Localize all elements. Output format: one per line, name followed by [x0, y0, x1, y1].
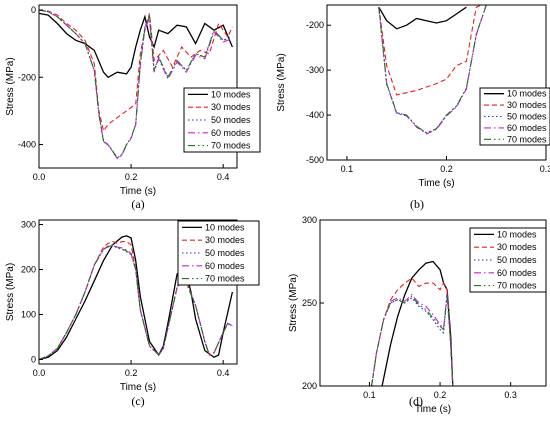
- series-lines: [371, 260, 454, 386]
- panel-caption: (b): [410, 197, 424, 211]
- legend-label: 50 modes: [507, 112, 547, 122]
- series-line-60-modes: [371, 292, 454, 386]
- x-tick-label: 0.0: [33, 172, 46, 182]
- legend-label: 50 modes: [497, 255, 537, 265]
- series-line-10-modes: [39, 12, 233, 79]
- legend-label: 30 modes: [205, 235, 245, 245]
- series-line-30-modes: [39, 9, 233, 133]
- legend-box: [479, 87, 550, 146]
- legend-label: 10 modes: [211, 89, 251, 99]
- legend: 10 modes 30 modes 50 modes 60 modes 70 modes: [469, 227, 547, 293]
- y-tick-label: -300: [306, 65, 324, 75]
- series-line-70-modes: [378, 5, 487, 134]
- series-line-70-modes: [39, 9, 233, 159]
- legend-label: 10 modes: [205, 222, 245, 232]
- y-tick-label: 200: [21, 265, 36, 275]
- x-tick-label: 0.2: [440, 164, 453, 174]
- x-tick-label: 0.4: [217, 172, 230, 182]
- series-line-50-modes: [371, 294, 454, 386]
- series-line-10-modes: [381, 260, 454, 386]
- series-lines: [39, 9, 233, 160]
- y-tick-label: 300: [21, 220, 36, 230]
- legend: 10 modes 30 modes 50 modes 60 modes 70 modes: [177, 220, 260, 286]
- y-axis-label: Stress (MPa): [5, 263, 16, 321]
- legend-label: 60 modes: [507, 123, 547, 133]
- y-tick-label: -400: [18, 139, 36, 149]
- panel-caption: (c): [131, 394, 144, 408]
- x-tick-label: 0.3: [540, 164, 550, 174]
- y-tick-label: -400: [306, 110, 324, 120]
- y-tick-label: 100: [21, 310, 36, 320]
- panel-d: 0.1 0.2 0.3 200 250 300 Time (s) Stress (MPa) 10…: [288, 215, 547, 415]
- panel-a: 0.0 0.2 0.4 0 -200 -400 Time (s) Stress (MPa) 10…: [5, 4, 261, 211]
- panel-b: 0.1 0.2 0.3 -200 -300 -400 -500 Time (s) Stress …: [276, 4, 550, 211]
- legend-label: 70 modes: [211, 141, 251, 151]
- y-tick-label: 300: [302, 215, 317, 225]
- series-line-10-modes: [378, 6, 467, 30]
- legend-label: 60 modes: [497, 268, 537, 278]
- legend-label: 50 modes: [205, 248, 245, 258]
- legend-label: 50 modes: [211, 115, 251, 125]
- series-line-60-modes: [378, 5, 487, 135]
- x-tick-label: 0.1: [341, 164, 354, 174]
- legend-label: 30 modes: [507, 100, 547, 110]
- x-tick-label: 0.4: [217, 368, 230, 378]
- series-line-30-modes: [371, 277, 454, 386]
- legend-label: 60 modes: [211, 128, 251, 138]
- y-tick-label: 200: [302, 381, 317, 391]
- x-tick-label: 0.1: [363, 390, 376, 400]
- axes-frame: [326, 4, 547, 161]
- panel-caption: (d): [409, 394, 423, 408]
- series-line-70-modes: [371, 294, 454, 386]
- legend-label: 70 modes: [507, 134, 547, 144]
- series-lines: [39, 235, 234, 361]
- legend-label: 60 modes: [205, 261, 245, 271]
- y-tick-label: -200: [306, 20, 324, 30]
- y-axis-label: Stress (MPa): [5, 57, 16, 115]
- axes-frame: [38, 4, 238, 169]
- y-tick-label: -200: [18, 72, 36, 82]
- panel-caption: (a): [131, 197, 144, 211]
- y-axis-label: Stress (MPa): [276, 53, 287, 111]
- series-line-10-modes: [39, 235, 234, 361]
- y-axis-label: Stress (MPa): [288, 274, 299, 332]
- panel-c: 0.0 0.2 0.4 0 100 200 300 Time (s) Stress (MPa) 1…: [5, 219, 260, 408]
- y-tick-label: -500: [306, 155, 324, 165]
- legend: 10 modes 30 modes 50 modes 60 modes 70 modes: [183, 87, 261, 153]
- legend-label: 30 modes: [497, 242, 537, 252]
- y-tick-label: 250: [302, 298, 317, 308]
- legend-label: 70 modes: [497, 281, 537, 291]
- legend-label: 10 modes: [497, 229, 537, 239]
- legend-label: 30 modes: [211, 102, 251, 112]
- y-tick-label: 0: [31, 355, 36, 365]
- legend-label: 10 modes: [507, 89, 547, 99]
- x-axis-label: Time (s): [120, 186, 156, 197]
- axes-frame: [38, 219, 238, 365]
- x-tick-label: 0.2: [125, 172, 138, 182]
- x-tick-label: 0.0: [33, 368, 46, 378]
- series-line-30-modes: [378, 5, 482, 96]
- series-lines: [378, 5, 487, 135]
- series-line-70-modes: [39, 244, 233, 361]
- x-tick-label: 0.2: [434, 390, 447, 400]
- y-tick-label: 0: [31, 5, 36, 15]
- x-axis-label: Time (s): [120, 382, 156, 393]
- x-axis-label: Time (s): [415, 404, 451, 415]
- legend-label: 70 modes: [205, 274, 245, 284]
- x-tick-label: 0.2: [125, 368, 138, 378]
- series-line-60-modes: [39, 244, 233, 361]
- x-tick-label: 0.3: [504, 390, 517, 400]
- x-axis-label: Time (s): [418, 178, 454, 189]
